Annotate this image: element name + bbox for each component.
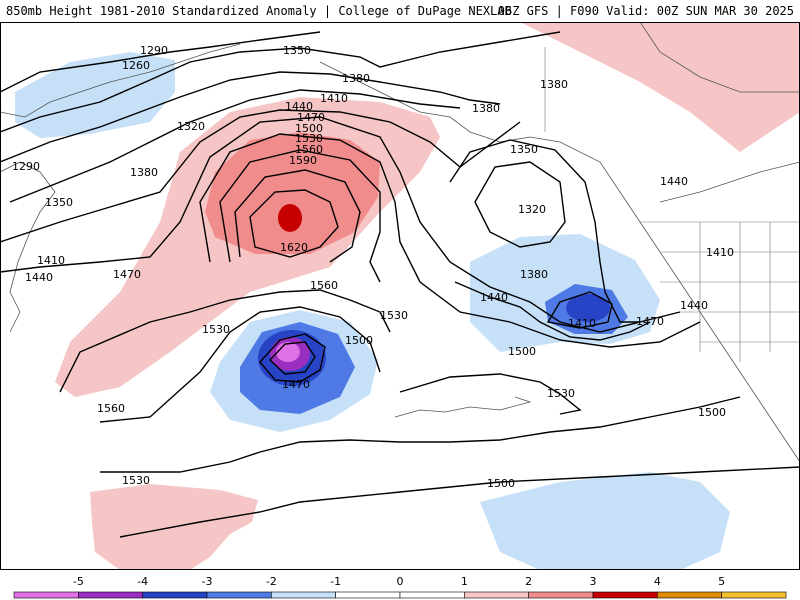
colorbar-tick-label: 3 [590,575,597,588]
contour-label: 1440 [660,175,688,188]
colorbar-tick-label: 4 [654,575,661,588]
contour-label: 1560 [97,402,125,415]
contour-label: 1500 [295,122,323,135]
contour-label: 1560 [310,279,338,292]
model-run-info: 06Z GFS | F090 Valid: 00Z SUN MAR 30 202… [497,4,794,18]
height-contours [0,31,800,538]
colorbar-band [13,591,79,599]
colorbar-tick-label: 2 [525,575,532,588]
colorbar-band [592,591,658,599]
contour-label: 1440 [25,271,53,284]
contour-label: 1290 [12,160,40,173]
contour-label: 1290 [140,44,168,57]
anomaly-pos3-fill [278,204,302,232]
colorbar-bands [13,591,787,599]
contour-label: 1470 [282,378,310,391]
colorbar-band [142,591,208,599]
contour-label: 1470 [297,111,325,124]
contour-label: 1590 [289,154,317,167]
contour-label: 1560 [295,143,323,156]
contour-label: 1470 [636,315,664,328]
contour-label: 1500 [698,406,726,419]
contour-label: 1500 [345,334,373,347]
anomaly-neg3-fill [566,294,610,322]
colorbar-band [528,591,594,599]
contour-label: 1500 [487,477,515,490]
colorbar-band [78,591,143,599]
colorbar-band [206,591,272,599]
contour-label: 1410 [706,246,734,259]
colorbar-tick-label: -2 [266,575,277,588]
map-title: 850mb Height 1981-2010 Standardized Anom… [6,4,512,18]
contour-label: 1350 [283,44,311,57]
contour-label: 1380 [342,72,370,85]
contour-label: 1440 [285,100,313,113]
anomaly-map: 1290 1260 1350 1380 1320 1410 1290 1380 … [0,22,800,570]
colorbar-tick-label: 1 [461,575,468,588]
contour-label: 1440 [480,291,508,304]
anomaly-pos1-fill [520,22,800,152]
contour-label: 1350 [45,196,73,209]
colorbar: -5 -4 -3 -2 -1 0 1 2 3 4 5 [13,575,787,599]
coastlines [0,22,800,463]
contour-label: 1440 [680,299,708,312]
contour-label: 1350 [510,143,538,156]
contour-label: 1320 [518,203,546,216]
colorbar-tick-label: -3 [202,575,213,588]
contour-label: 1320 [177,120,205,133]
contour-labels: 1290 1260 1350 1380 1320 1410 1290 1380 … [12,44,734,490]
contour-label: 1620 [280,241,308,254]
contour-label: 1410 [37,254,65,267]
contour-label: 1530 [295,132,323,145]
contour-label: 1530 [380,309,408,322]
colorbar-tick-label: -1 [330,575,341,588]
contour-label: 1410 [568,317,596,330]
contour-label: 1410 [320,92,348,105]
colorbar-band [657,591,722,599]
political-borders [544,47,800,362]
contour-label: 1260 [122,59,150,72]
header-bar: 850mb Height 1981-2010 Standardized Anom… [0,0,800,22]
colorbar-band [721,591,787,599]
colorbar-tick-label: -5 [73,575,84,588]
anomaly-neg1-fill [480,472,730,570]
colorbar-band [271,591,336,599]
anomaly-neg5-fill [276,342,300,362]
contour-label: 1380 [520,268,548,281]
colorbar-band [399,591,465,599]
contour-label: 1530 [202,323,230,336]
contour-label: 1380 [540,78,568,91]
contour-label: 1380 [130,166,158,179]
contour-label: 1500 [508,345,536,358]
contour-label: 1530 [547,387,575,400]
contour-label: 1530 [122,474,150,487]
colorbar-band [464,591,529,599]
anomaly-neg1-fill [15,52,175,138]
colorbar-tick-labels: -5 -4 -3 -2 -1 0 1 2 3 4 5 [73,575,725,588]
contour-label: 1470 [113,268,141,281]
colorbar-tick-label: 5 [718,575,725,588]
colorbar-band [335,591,401,599]
contour-label: 1380 [472,102,500,115]
colorbar-tick-label: 0 [397,575,404,588]
colorbar-tick-label: -4 [137,575,148,588]
